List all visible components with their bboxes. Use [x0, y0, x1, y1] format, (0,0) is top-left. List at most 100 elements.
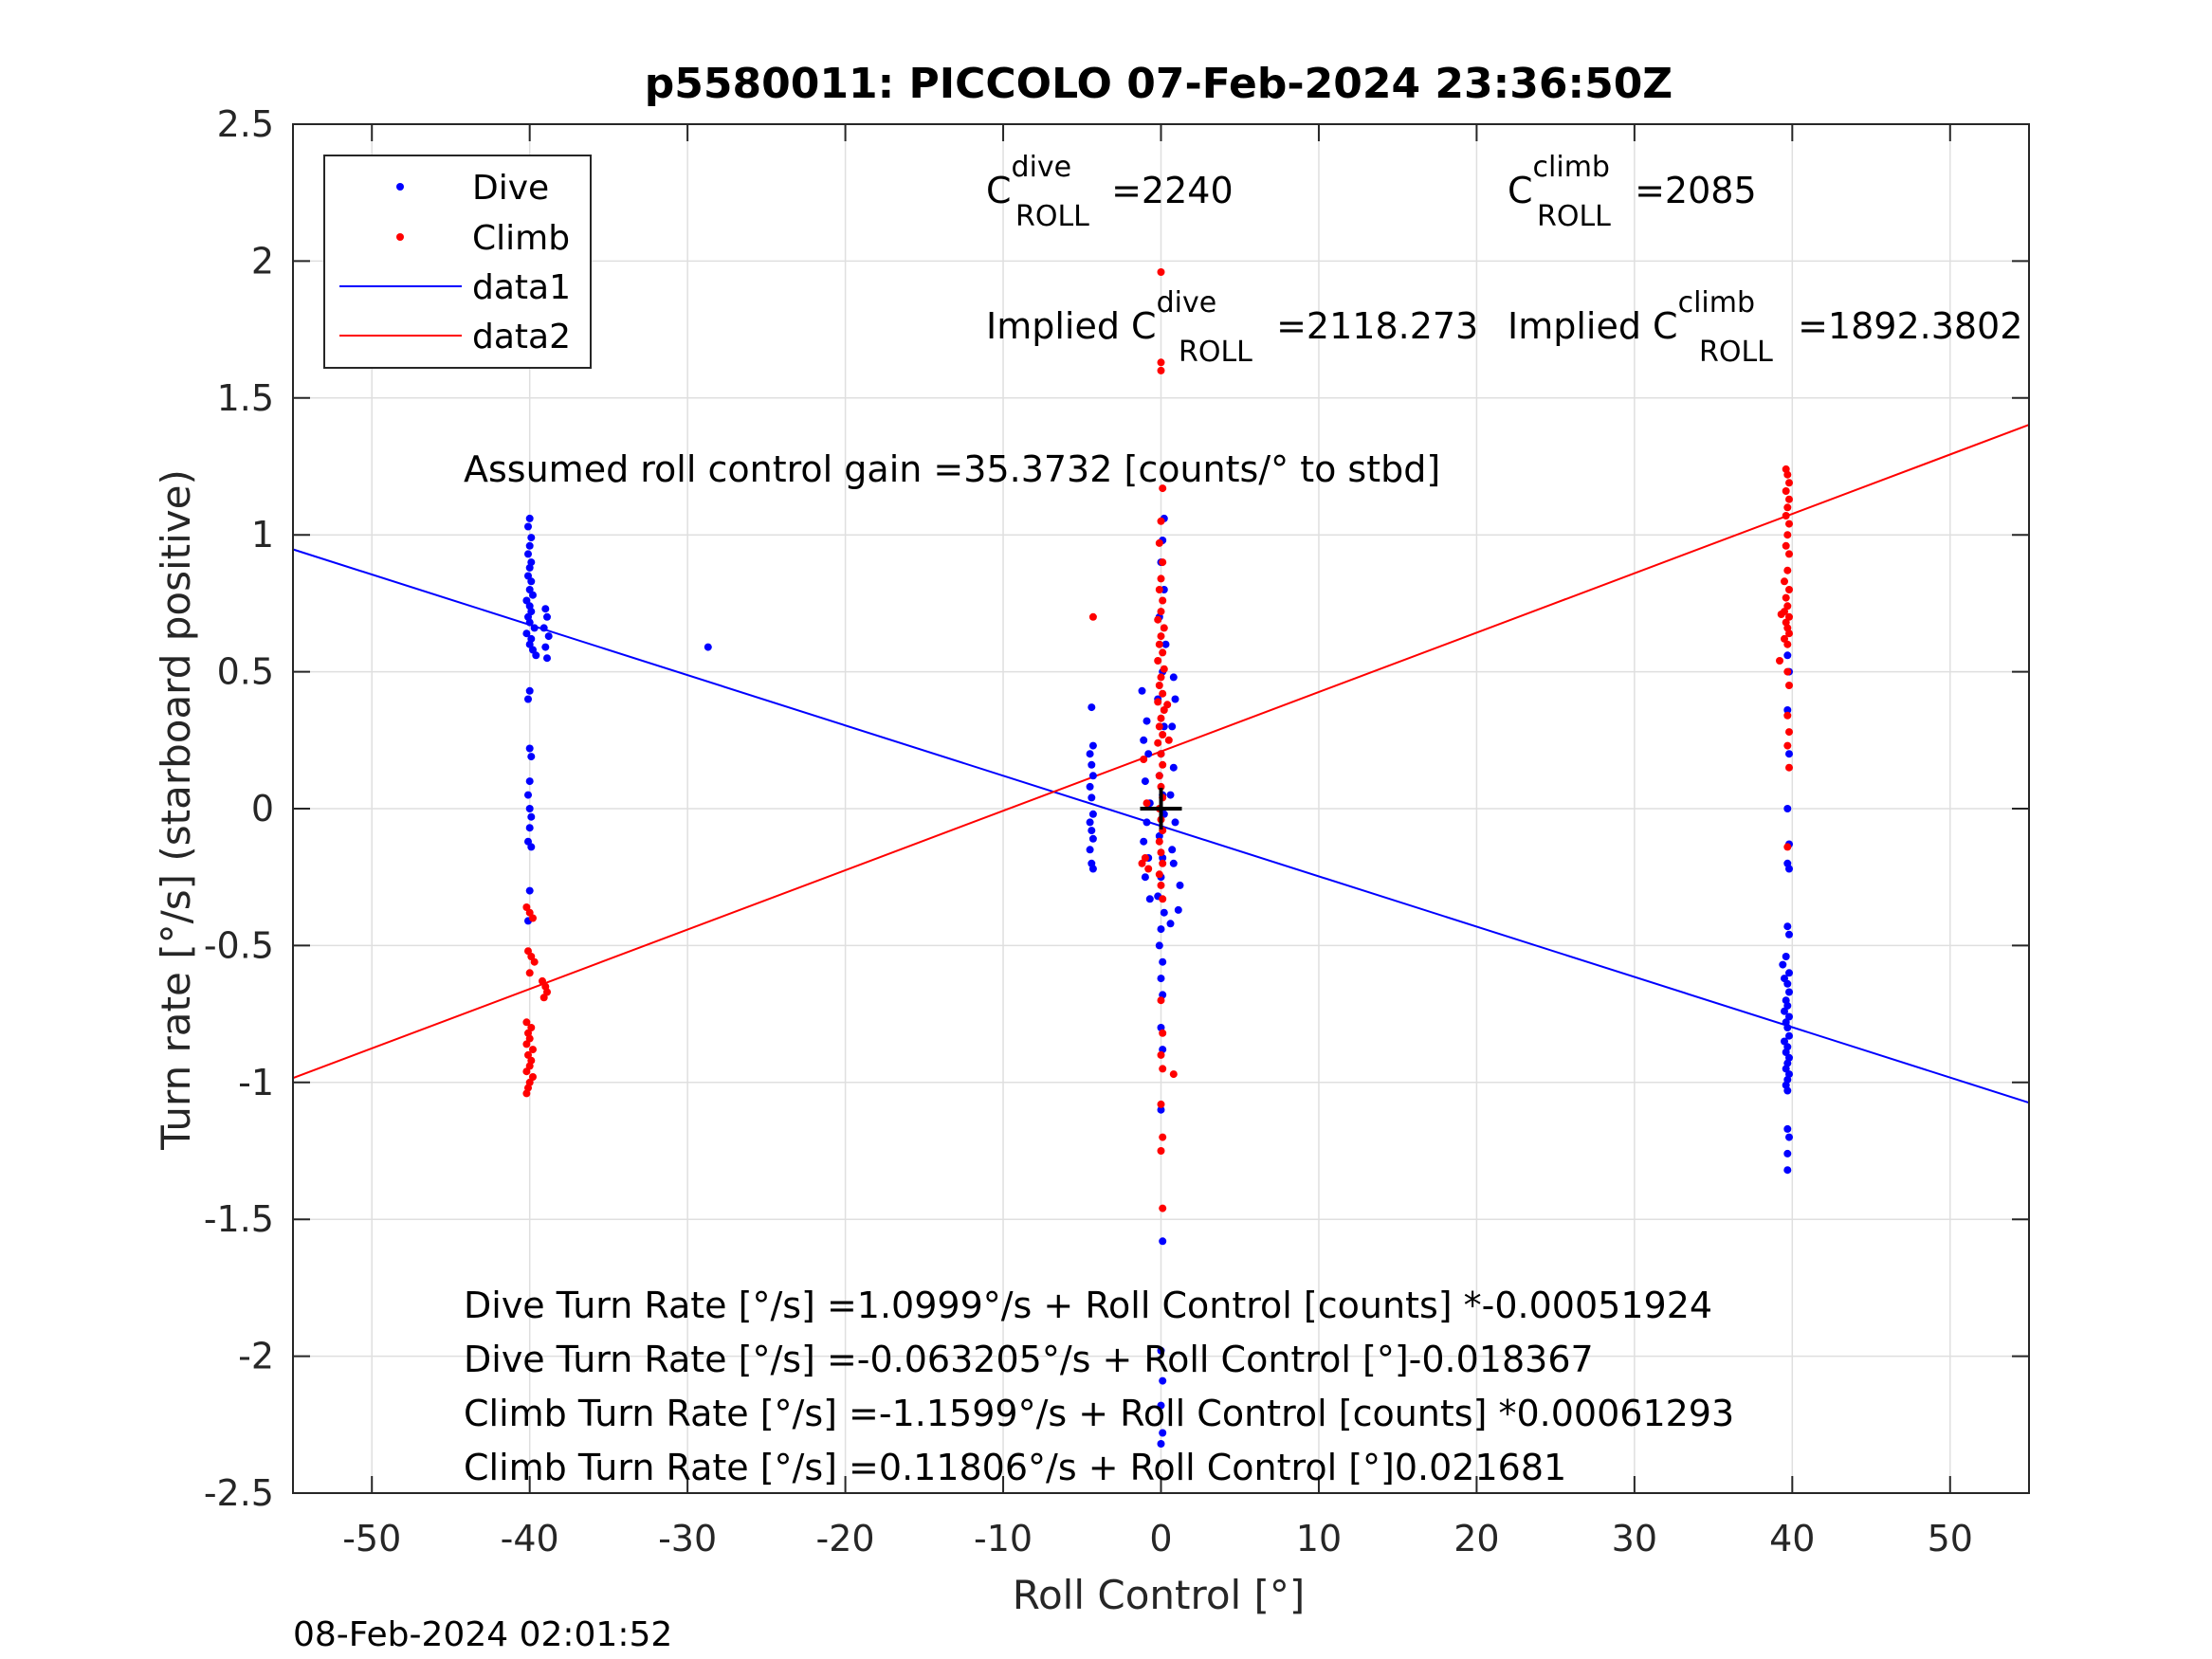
- climb-point: [525, 1034, 534, 1043]
- x-tick-labels: -50 -40 -30 -20 -10 0 10 20 30 40 50: [342, 1518, 1973, 1559]
- dive-point: [1169, 859, 1178, 867]
- climb-point: [524, 1050, 532, 1059]
- x-tick-label: -10: [974, 1518, 1033, 1559]
- climb-point: [1783, 741, 1792, 750]
- climb-point: [1141, 854, 1149, 862]
- dive-point: [1166, 920, 1175, 928]
- dive-point: [1143, 818, 1151, 827]
- dive-point: [1783, 922, 1792, 931]
- climb-point: [1781, 634, 1788, 643]
- dive-point: [1086, 846, 1094, 854]
- dive-point: [1145, 895, 1154, 903]
- climb-point: [1157, 358, 1165, 367]
- climb-point: [1782, 487, 1790, 495]
- x-tick-label: 0: [1149, 1518, 1172, 1559]
- dive-point: [525, 744, 534, 753]
- x-tick-label: 30: [1612, 1518, 1657, 1559]
- x-tick-label: -30: [658, 1518, 717, 1559]
- dive-point: [522, 596, 531, 605]
- climb-point: [1157, 517, 1165, 525]
- dive-point: [525, 563, 534, 572]
- dive-point: [1785, 750, 1793, 758]
- dive-point: [1783, 1124, 1792, 1133]
- dive-point: [1782, 1048, 1790, 1056]
- climb-point: [1783, 602, 1792, 611]
- dive-point: [1155, 831, 1163, 840]
- climb-point: [1157, 881, 1165, 889]
- dive-point: [1155, 941, 1163, 950]
- dive-point: [1785, 1012, 1793, 1021]
- c-climb-value: =2085: [1623, 170, 1757, 211]
- dive-point: [524, 791, 532, 799]
- climb-point: [525, 908, 534, 917]
- climb-point: [1157, 1100, 1165, 1108]
- climb-point: [1155, 640, 1163, 648]
- climb-point: [1157, 673, 1165, 682]
- implied-dive-annotation: Implied Cdive ROLL =2118.273: [986, 286, 1478, 369]
- implied-climb-superscript: climb: [1678, 286, 1755, 319]
- climb-point: [1155, 870, 1163, 879]
- climb-fit-degrees-annotation: Climb Turn Rate [°/s] =0.11806°/s + Roll…: [464, 1447, 1566, 1488]
- climb-point: [529, 1073, 537, 1081]
- x-tick-label: 10: [1296, 1518, 1342, 1559]
- dive-point: [1144, 750, 1153, 758]
- dive-point: [525, 541, 534, 550]
- climb-point: [1159, 859, 1167, 867]
- dive-point: [532, 651, 540, 660]
- x-tick-label: 50: [1928, 1518, 1973, 1559]
- climb-point: [1088, 612, 1097, 621]
- dive-point: [1781, 1007, 1788, 1015]
- dive-point: [1783, 706, 1792, 714]
- dive-point: [1783, 1149, 1792, 1158]
- dive-point: [1159, 1237, 1167, 1246]
- dive-point: [527, 577, 536, 586]
- dive-point: [1782, 953, 1790, 960]
- climb-point: [522, 1018, 531, 1027]
- x-tick-label: 40: [1769, 1518, 1815, 1559]
- implied-climb-annotation: Implied Cclimb ROLL =1892.3802: [1508, 286, 2022, 369]
- axis-ticks: [293, 123, 2029, 1494]
- x-tick-label: -50: [342, 1518, 401, 1559]
- climb-point: [1159, 484, 1167, 493]
- implied-climb-value: =1892.3802: [1786, 305, 2022, 347]
- legend-dive-label: Dive: [472, 169, 549, 208]
- climb-point: [1782, 512, 1790, 520]
- dive-point: [525, 618, 534, 627]
- climb-point: [1782, 541, 1790, 550]
- y-tick-label: 0.5: [217, 651, 274, 693]
- climb-point: [1164, 736, 1173, 744]
- implied-dive-subscript: ROLL: [1179, 336, 1252, 369]
- dive-point: [1160, 908, 1168, 917]
- climb-point: [1155, 837, 1163, 846]
- roll-gain-annotation: Assumed roll control gain =35.3732 [coun…: [464, 448, 1440, 490]
- climb-point: [1783, 503, 1792, 512]
- climb-point: [1157, 1050, 1165, 1059]
- dive-point: [1785, 988, 1793, 996]
- timestamp: 08-Feb-2024 02:01:52: [293, 1615, 672, 1654]
- dive-point: [525, 640, 534, 648]
- climb-point: [1169, 1070, 1178, 1079]
- climb-point: [529, 1046, 537, 1054]
- dive-point: [524, 695, 532, 703]
- dive-point: [529, 646, 537, 654]
- y-tick-label: 1: [251, 514, 274, 556]
- climb-point: [525, 969, 534, 977]
- c-climb-superscript: climb: [1533, 151, 1610, 184]
- dive-point: [1143, 717, 1151, 725]
- climb-point: [1155, 538, 1163, 547]
- climb-point: [539, 994, 548, 1002]
- x-tick-label: -40: [501, 1518, 559, 1559]
- dive-fit-counts-annotation: Dive Turn Rate [°/s] =1.0999°/s + Roll C…: [464, 1285, 1712, 1326]
- dive-point: [527, 753, 536, 761]
- climb-point: [1157, 608, 1165, 616]
- c-climb-subscript: ROLL: [1537, 200, 1611, 233]
- y-tick-label: 2.5: [217, 103, 274, 145]
- climb-point: [1157, 632, 1165, 641]
- dive-point: [1171, 695, 1179, 703]
- x-tick-label: -20: [816, 1518, 875, 1559]
- climb-point: [1160, 665, 1168, 673]
- dive-point: [524, 572, 532, 580]
- climb-point: [1783, 566, 1792, 574]
- dive-point: [1785, 1031, 1793, 1040]
- dive-point: [541, 605, 550, 613]
